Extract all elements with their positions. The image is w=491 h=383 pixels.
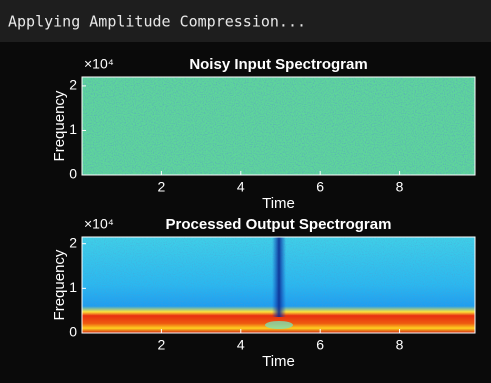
x-tick-label: 8 [396,179,404,195]
y-tick-label: 2 [69,77,77,93]
x-axis-label: Time [262,195,295,212]
header-bar [0,0,491,42]
x-tick-label: 6 [316,337,324,353]
spectrogram-image [82,77,475,175]
x-tick-label: 4 [237,337,245,353]
x-tick-label: 8 [396,337,404,353]
y-multiplier: ×10⁴ [84,216,114,232]
axes-box [81,236,476,334]
y-tick-label: 1 [69,279,77,295]
y-tick-label: 2 [69,234,77,250]
chart-title: Noisy Input Spectrogram [189,56,367,73]
x-tick-label: 2 [157,179,165,195]
x-tick-label: 6 [316,179,324,195]
y-multiplier: ×10⁴ [84,56,114,72]
chart-title: Processed Output Spectrogram [166,216,392,233]
y-tick-label: 0 [69,324,77,340]
y-axis-label: Frequency [51,90,68,161]
header-title: Applying Amplitude Compression... [8,13,306,31]
y-tick-label: 1 [69,121,77,137]
x-tick-label: 2 [157,337,165,353]
spectrogram-image [82,237,475,333]
axes-box [81,76,476,176]
x-axis-label: Time [262,353,295,370]
y-axis-label: Frequency [51,249,68,320]
x-tick-label: 4 [237,179,245,195]
y-tick-label: 0 [69,166,77,182]
